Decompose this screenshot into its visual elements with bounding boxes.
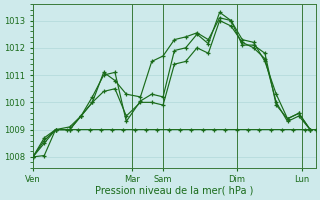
X-axis label: Pression niveau de la mer( hPa ): Pression niveau de la mer( hPa ) bbox=[95, 186, 253, 196]
